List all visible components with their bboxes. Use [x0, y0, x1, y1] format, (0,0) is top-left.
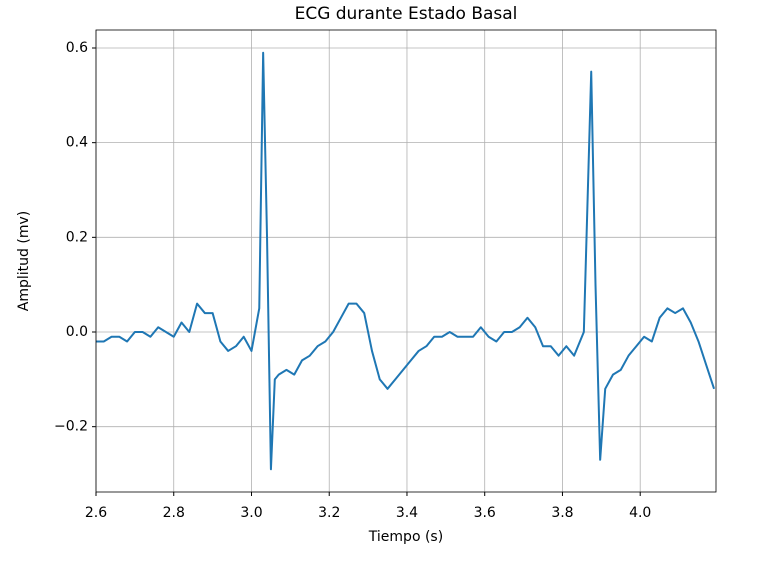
y-tick-label: −0.2 — [54, 419, 88, 435]
x-tick-label: 3.4 — [396, 505, 418, 521]
x-tick-label: 3.2 — [318, 505, 340, 521]
y-tick-label: 0.0 — [66, 324, 88, 340]
chart-title: ECG durante Estado Basal — [295, 4, 518, 24]
x-tick-label: 4.0 — [629, 505, 651, 521]
x-tick-label: 3.0 — [240, 505, 262, 521]
x-tick-label: 3.8 — [551, 505, 573, 521]
plot-frame — [95, 29, 717, 493]
x-tick-label: 2.8 — [163, 505, 185, 521]
x-axis-label: Tiempo (s) — [368, 529, 443, 545]
y-axis-label: Amplitud (mv) — [16, 211, 32, 311]
x-tick-label: 2.6 — [85, 505, 107, 521]
y-tick-label: 0.6 — [66, 40, 88, 56]
y-tick-label: 0.2 — [66, 229, 88, 245]
y-tick-label: 0.4 — [66, 135, 88, 151]
line — [96, 51, 716, 471]
x-tick-label: 3.6 — [474, 505, 496, 521]
